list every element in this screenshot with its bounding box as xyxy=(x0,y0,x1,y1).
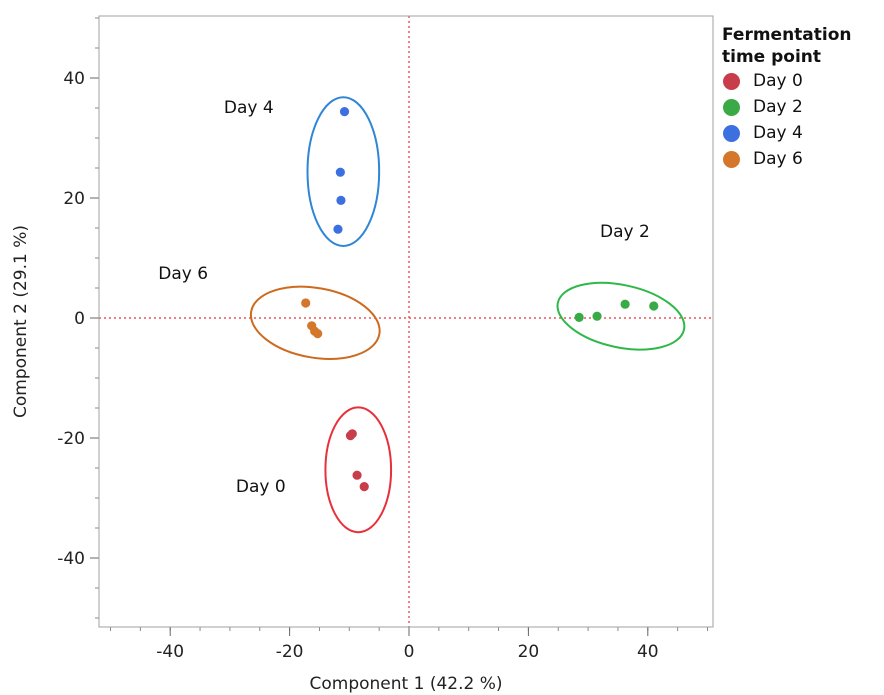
legend-title-line-1: Fermentation xyxy=(722,25,852,45)
point-day-4 xyxy=(336,195,346,205)
point-day-4 xyxy=(339,107,350,117)
point-day-2 xyxy=(592,311,602,321)
y-tick-label: -40 xyxy=(57,549,85,569)
ellipse-day-0 xyxy=(324,406,393,534)
legend-title: Fermentation time point xyxy=(722,24,882,68)
plot-frame xyxy=(98,15,714,628)
point-day-2 xyxy=(574,312,584,322)
legend-label: Day 6 xyxy=(753,149,803,169)
legend-label: Day 0 xyxy=(753,71,803,91)
y-tick-label: 0 xyxy=(74,309,85,329)
x-tick-label: 20 xyxy=(518,642,540,662)
point-day-0 xyxy=(359,482,369,492)
x-tick-label: 40 xyxy=(637,642,659,662)
annotation-day-0: Day 0 xyxy=(236,477,286,497)
reference-lines xyxy=(99,16,713,627)
legend-items: Day 0 Day 2 Day 4 Day 6 xyxy=(722,68,882,172)
y-axis-title: Component 2 (29.1 %) xyxy=(11,225,31,418)
annotation-day-2: Day 2 xyxy=(600,222,650,242)
point-day-2 xyxy=(620,299,630,309)
point-day-0 xyxy=(345,431,356,441)
point-day-0 xyxy=(352,470,362,480)
point-day-2 xyxy=(649,301,659,311)
legend-label: Day 2 xyxy=(753,97,803,117)
legend-item-day-0: Day 0 xyxy=(722,68,882,94)
legend-title-line-2: time point xyxy=(722,47,822,67)
legend-item-day-6: Day 6 xyxy=(722,146,882,172)
y-tick-label: 40 xyxy=(63,69,85,89)
x-tick-label: 0 xyxy=(404,642,415,662)
annotation-day-6: Day 6 xyxy=(158,264,208,284)
ellipse-day-2 xyxy=(556,281,686,351)
confidence-ellipses xyxy=(249,96,686,534)
group-annotations: Day 0 Day 2 Day 4 Day 6 xyxy=(158,98,650,497)
point-day-4 xyxy=(333,224,343,234)
legend-swatch-icon xyxy=(723,150,740,168)
legend-swatch-icon xyxy=(723,124,740,142)
legend-label: Day 4 xyxy=(753,123,803,143)
legend-item-day-4: Day 4 xyxy=(722,120,882,146)
major-ticks xyxy=(90,77,649,636)
legend-item-day-2: Day 2 xyxy=(722,94,882,120)
legend-swatch-icon xyxy=(723,98,740,116)
point-day-4 xyxy=(335,167,345,177)
x-axis-title: Component 1 (42.2 %) xyxy=(310,674,503,694)
x-tick-label: -40 xyxy=(156,642,184,662)
ellipse-day-6 xyxy=(249,285,381,360)
x-tick-label: -20 xyxy=(276,642,304,662)
point-day-6 xyxy=(301,298,311,308)
tick-labels: -40 -20 0 20 40 -40 -20 0 20 40 xyxy=(57,69,658,662)
annotation-day-4: Day 4 xyxy=(224,98,274,118)
legend-swatch-icon xyxy=(723,72,740,90)
y-tick-label: 20 xyxy=(63,189,85,209)
y-tick-label: -20 xyxy=(57,429,85,449)
point-day-6 xyxy=(313,329,323,339)
minor-ticks xyxy=(95,17,708,631)
ellipse-day-4 xyxy=(306,96,381,248)
data-points xyxy=(301,107,659,492)
